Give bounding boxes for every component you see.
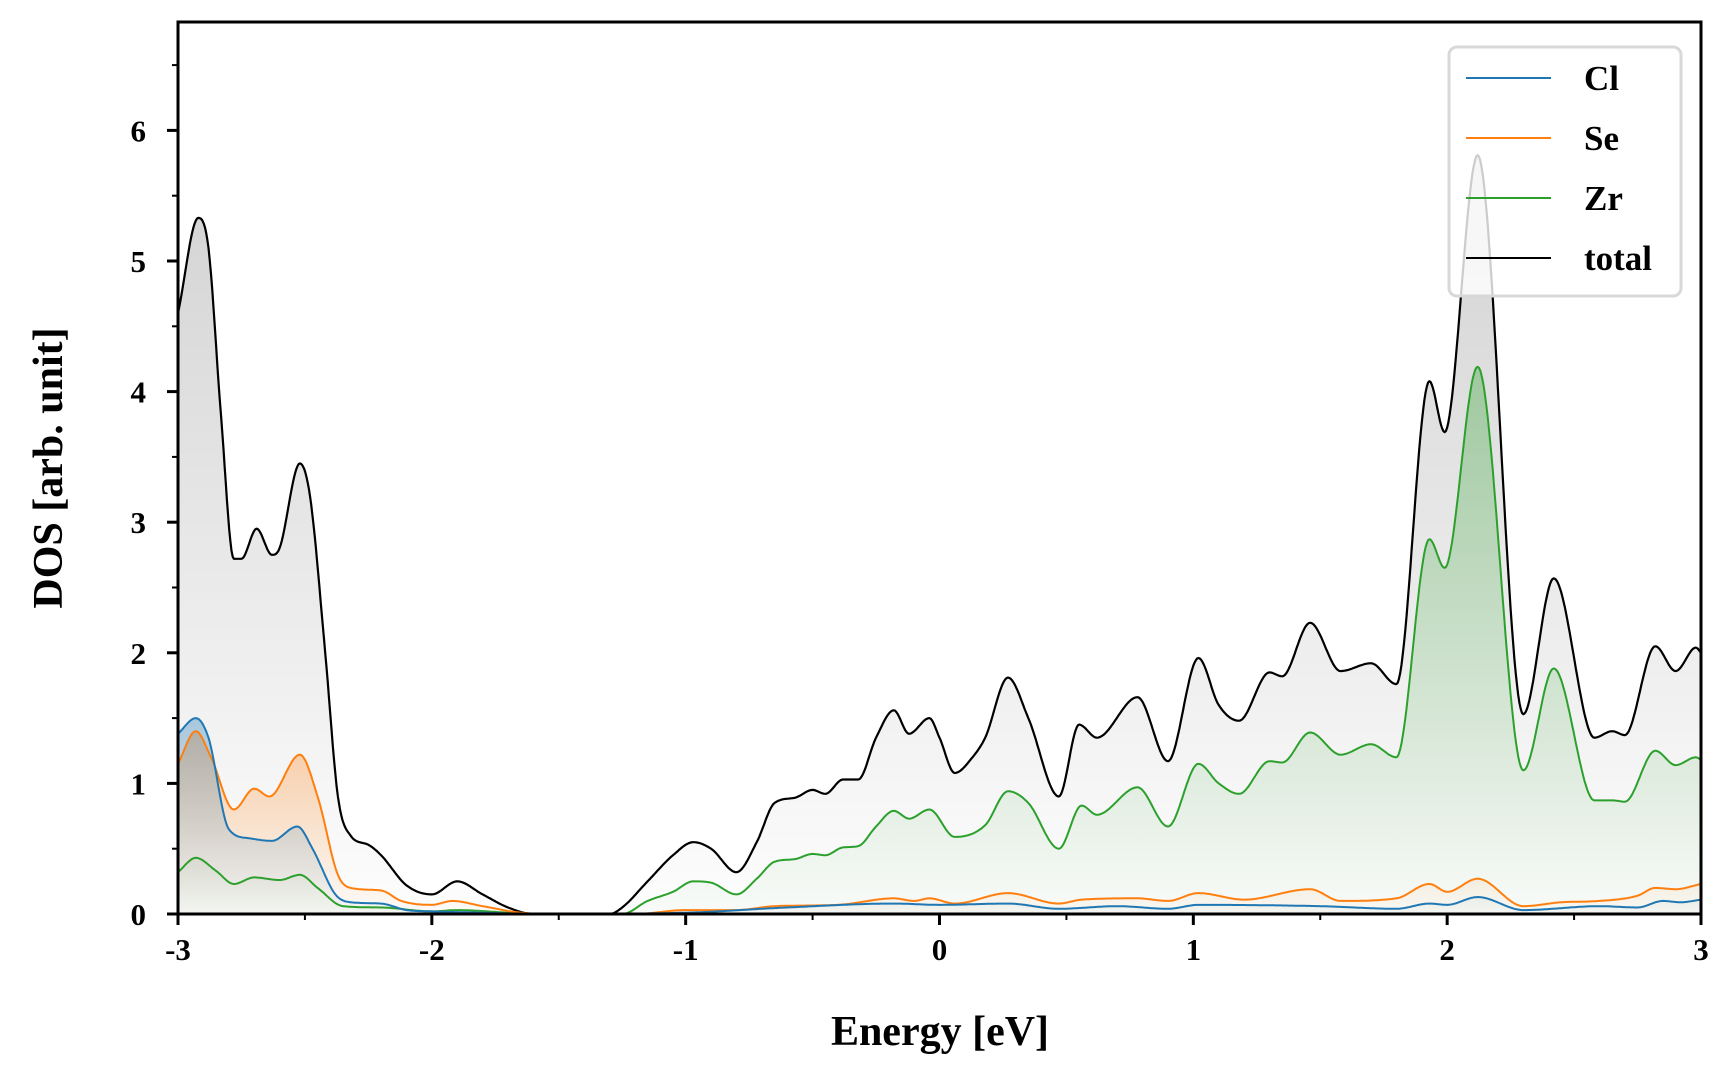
- x-tick-label: 1: [1186, 932, 1202, 967]
- series-lines: [176, 154, 1702, 916]
- y-tick-label: 4: [131, 375, 147, 410]
- y-tick-label: 1: [131, 766, 147, 801]
- x-tick-label: -1: [673, 932, 699, 967]
- x-tick-label: 0: [932, 932, 948, 967]
- fill-cl: [178, 718, 1701, 914]
- series-line-total: [176, 154, 1702, 916]
- y-axis-label: DOS [arb. unit]: [26, 327, 72, 608]
- x-tick-label: -3: [165, 932, 191, 967]
- y-tick-label: 3: [131, 505, 147, 540]
- y-tick-label: 2: [131, 636, 147, 671]
- x-tick-label: -2: [419, 932, 445, 967]
- legend-label-zr: Zr: [1584, 179, 1623, 218]
- y-tick-label: 0: [131, 897, 147, 932]
- legend-label-total: total: [1584, 239, 1652, 278]
- fill-zr: [178, 366, 1701, 914]
- legend-frame: [1447, 45, 1683, 298]
- legend-label-se: Se: [1584, 119, 1619, 158]
- series-line-cl: [177, 717, 1702, 915]
- x-tick-label: 3: [1693, 932, 1709, 967]
- legend-label-cl: Cl: [1584, 59, 1619, 98]
- axis-ticks: -3 -2 -1 0 1 2 3 0 1 2 3 4 5 6: [131, 64, 1709, 967]
- series-fills: [178, 155, 1701, 914]
- x-tick-label: 2: [1439, 932, 1455, 967]
- y-tick-label: 5: [131, 244, 147, 279]
- x-axis-label: Energy [eV]: [831, 1009, 1049, 1055]
- fill-total: [178, 155, 1701, 914]
- series-line-se: [177, 730, 1702, 915]
- legend: Cl Se Zr total: [1447, 45, 1683, 298]
- y-tick-label: 6: [131, 113, 147, 148]
